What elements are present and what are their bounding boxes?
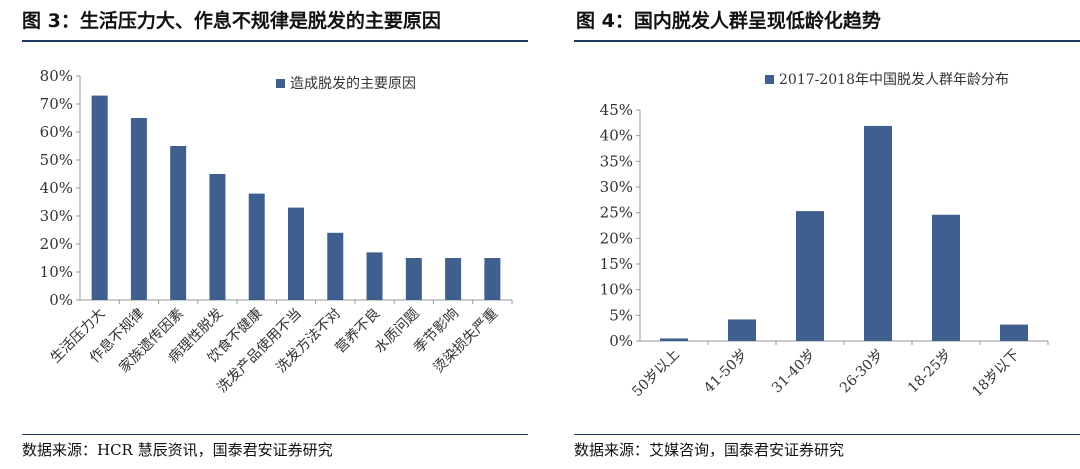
fig4-ytick-label: 20% — [600, 229, 633, 247]
figure-4-source: 数据来源：艾媒咨询，国泰君安证券研究 — [574, 441, 845, 459]
fig4-bar — [1000, 324, 1028, 341]
fig3-ytick-label: 0% — [49, 291, 73, 309]
fig3-ytick-label: 80% — [40, 67, 73, 85]
figure-3-bottom-rule — [22, 434, 528, 435]
fig4-ytick-label: 0% — [609, 332, 633, 350]
figure-4-bar-chart: 0% 5% 10% 15% 20% 25% 30% 35% 40% 45% 50岁以上 41-50岁 3… — [600, 72, 1049, 401]
figure-3-source: 数据来源：HCR 慧辰资讯，国泰君安证券研究 — [22, 441, 333, 459]
fig4-category-label: 18岁以下 — [969, 347, 1023, 401]
fig3-ytick-label: 10% — [40, 263, 73, 281]
fig3-bar — [170, 146, 187, 300]
fig3-bar — [405, 258, 422, 300]
fig3-bar — [209, 174, 226, 300]
fig4-legend-label: 2017-2018年中国脱发人群年龄分布 — [779, 72, 1009, 88]
fig3-bar — [130, 118, 147, 300]
fig4-ytick-label: 40% — [600, 127, 633, 145]
figure-4-panel: 图 4：国内脱发人群呈现低龄化趋势 0% 5% 10% 15% 20% 25% 30% 35%… — [552, 0, 1080, 469]
fig4-bar — [660, 338, 688, 341]
fig4-ytick-label: 45% — [600, 101, 633, 119]
fig3-ytick-label: 30% — [40, 207, 73, 225]
fig3-ytick-label: 50% — [40, 151, 73, 169]
fig3-legend-label: 造成脱发的主要原因 — [290, 76, 416, 92]
fig3-ytick-label: 70% — [40, 95, 73, 113]
fig3-legend-swatch — [276, 79, 285, 88]
figure-4-top-rule — [574, 40, 1080, 42]
fig3-ytick-label: 20% — [40, 235, 73, 253]
fig4-category-label: 50岁以上 — [629, 347, 683, 401]
fig4-category-label: 31-40岁 — [769, 347, 819, 397]
fig3-bar — [327, 232, 344, 300]
fig4-ytick-label: 15% — [600, 255, 633, 273]
figure-3-title: 图 3：生活压力大、作息不规律是脱发的主要原因 — [22, 10, 441, 32]
fig4-bar — [864, 125, 892, 341]
fig3-ytick-label: 40% — [40, 179, 73, 197]
fig3-bar — [91, 95, 108, 300]
figure-4-bottom-rule — [574, 434, 1080, 435]
fig4-category-label: 18-25岁 — [905, 347, 955, 397]
fig3-bar — [366, 252, 383, 300]
fig3-bar — [445, 258, 462, 300]
figure-4-title: 图 4：国内脱发人群呈现低龄化趋势 — [576, 10, 881, 32]
fig4-category-label: 41-50岁 — [701, 347, 751, 397]
fig4-bar — [932, 214, 960, 341]
fig4-ytick-label: 30% — [600, 178, 633, 196]
fig4-bar — [728, 319, 756, 341]
fig4-bar — [796, 211, 824, 341]
figure-3-panel: 图 3：生活压力大、作息不规律是脱发的主要原因 0% 10% 20% 30% 40% 50… — [0, 0, 528, 469]
fig4-ytick-label: 25% — [600, 204, 633, 222]
fig3-bar — [484, 258, 501, 300]
fig3-bar — [288, 207, 304, 300]
fig4-ytick-label: 5% — [609, 306, 633, 324]
fig3-bar — [248, 193, 265, 300]
fig4-category-label: 26-30岁 — [837, 347, 887, 397]
fig4-ytick-label: 35% — [600, 152, 633, 170]
fig4-legend-swatch — [765, 75, 774, 84]
figure-3-bar-chart: 0%10%20%30%40%50%60%70%80%生活压力大作息不规律家族遗传… — [40, 67, 513, 396]
fig4-ytick-label: 10% — [600, 281, 633, 299]
figure-3-top-rule — [22, 40, 528, 42]
fig3-ytick-label: 60% — [40, 123, 73, 141]
